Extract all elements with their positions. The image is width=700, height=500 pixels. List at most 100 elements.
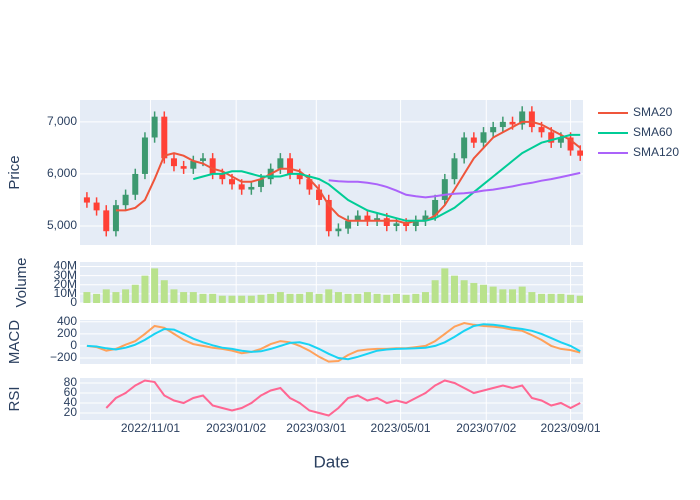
y-tick-label: 10M xyxy=(54,286,77,300)
plot-marks xyxy=(86,321,581,363)
bar xyxy=(392,293,400,303)
legend-label: SMA60 xyxy=(633,125,673,139)
bar xyxy=(431,280,439,303)
bar xyxy=(354,293,362,303)
y-tick-label: 40M xyxy=(54,259,77,273)
legend-label: SMA20 xyxy=(633,105,673,119)
candle-body xyxy=(199,158,206,161)
bar xyxy=(450,275,458,303)
candle-body xyxy=(132,173,139,195)
bar xyxy=(276,292,284,303)
candle-body xyxy=(403,223,410,226)
candle-body xyxy=(480,132,487,143)
y-tick-label: 20 xyxy=(64,405,78,419)
bar xyxy=(209,293,217,303)
bar xyxy=(480,284,488,303)
bar xyxy=(199,293,207,303)
candle-body xyxy=(306,179,313,190)
candle-body xyxy=(451,158,458,180)
series-line xyxy=(193,133,581,222)
bar xyxy=(83,292,91,303)
x-tick-label: 2022/11/01 xyxy=(121,421,180,435)
candle-body xyxy=(180,166,187,169)
candle-body xyxy=(316,189,323,200)
x-tick-label: 2023/01/02 xyxy=(206,421,266,435)
candle-body xyxy=(519,111,526,125)
plot-marks xyxy=(105,379,581,417)
candle-body xyxy=(509,121,516,125)
candle-body xyxy=(277,158,284,169)
candle-body xyxy=(219,173,226,180)
bar xyxy=(218,295,226,303)
candle-body xyxy=(374,218,381,221)
candle-body xyxy=(441,179,448,200)
candle-body xyxy=(93,202,100,211)
y-tick-label: −200 xyxy=(50,350,77,364)
y-axis-title: Volume xyxy=(13,257,30,307)
candle-body xyxy=(296,173,303,180)
bar xyxy=(557,293,565,303)
bar xyxy=(528,292,536,303)
bar xyxy=(363,292,371,303)
bar xyxy=(460,280,468,303)
candle-body xyxy=(122,194,129,206)
y-axis-title: Price xyxy=(6,155,23,189)
candle-body xyxy=(151,116,158,138)
bar xyxy=(421,292,429,303)
candle-body xyxy=(548,132,555,143)
candle-body xyxy=(470,137,477,143)
candle-body xyxy=(557,137,564,143)
bar xyxy=(160,280,168,303)
candle-body xyxy=(432,199,439,216)
candle-body xyxy=(103,210,110,232)
bar xyxy=(441,268,449,303)
series-line xyxy=(328,171,581,199)
x-tick-label: 2023/09/01 xyxy=(541,421,601,435)
bar xyxy=(547,293,555,303)
bar xyxy=(509,289,517,303)
candle-body xyxy=(461,137,468,159)
candle-body xyxy=(238,184,245,190)
bar xyxy=(315,293,323,303)
candle-body xyxy=(161,116,168,159)
bar xyxy=(412,293,420,303)
legend-label: SMA120 xyxy=(633,145,679,159)
candle-body xyxy=(170,158,177,167)
y-tick-label: 60 xyxy=(64,385,78,399)
bar xyxy=(122,289,130,303)
candle-body xyxy=(325,199,332,232)
y-tick-label: 200 xyxy=(57,326,77,340)
bar xyxy=(470,282,478,303)
bar xyxy=(325,289,333,303)
bar xyxy=(489,286,497,303)
candle-body xyxy=(354,215,361,221)
bar xyxy=(170,289,178,303)
series-line xyxy=(105,379,581,417)
bar xyxy=(518,286,526,303)
candle-body xyxy=(248,186,255,190)
x-axis-title: Date xyxy=(314,452,350,471)
series-line xyxy=(86,321,581,363)
candle-body xyxy=(345,220,352,229)
candle-body xyxy=(364,215,371,221)
bar xyxy=(334,292,342,303)
x-tick-label: 2023/03/01 xyxy=(286,421,346,435)
plot-marks xyxy=(83,268,583,303)
y-tick-label: 400 xyxy=(57,314,77,328)
candle-body xyxy=(422,215,429,221)
bar xyxy=(112,292,120,303)
y-tick-label: 40 xyxy=(64,395,78,409)
y-tick-label: 20M xyxy=(54,277,77,291)
bar xyxy=(267,293,275,303)
y-tick-label: 0 xyxy=(70,295,77,309)
candle-body xyxy=(141,137,148,174)
bar xyxy=(538,293,546,303)
bar xyxy=(257,294,265,303)
bar xyxy=(238,295,246,303)
candle-body xyxy=(112,205,119,232)
y-tick-label: 7,000 xyxy=(47,114,77,128)
y-tick-label: 0 xyxy=(70,338,77,352)
y-tick-label: 30M xyxy=(54,268,77,282)
bar xyxy=(305,292,313,303)
bar xyxy=(131,284,139,303)
